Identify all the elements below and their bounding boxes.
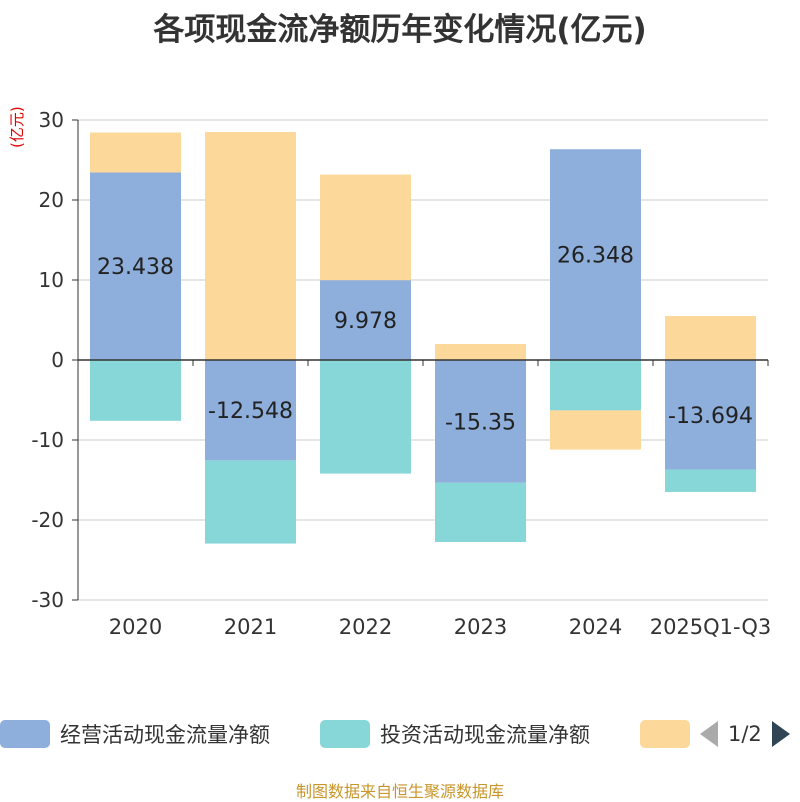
y-tick-label: -30 <box>31 588 64 612</box>
bar-2024-series-2 <box>550 410 641 450</box>
y-tick-label: 30 <box>39 108 64 132</box>
bar-2025Q1-Q3-series-2 <box>665 316 756 360</box>
bar-2024-series-1 <box>550 360 641 411</box>
bar-2024-series-0 <box>550 149 641 360</box>
legend-prev-arrow-icon[interactable] <box>700 721 718 747</box>
x-tick-label: 2022 <box>339 615 392 639</box>
bar-2023-series-0 <box>435 360 526 483</box>
x-tick-label: 2025Q1-Q3 <box>650 615 772 639</box>
bar-2023-series-2 <box>435 344 526 360</box>
legend-label-operating: 经营活动现金流量净额 <box>60 723 270 747</box>
data-label-2025Q1-Q3: -13.694 <box>668 404 753 429</box>
bar-2020-series-2 <box>90 132 181 173</box>
y-tick-label: 10 <box>39 268 64 292</box>
legend-item-operating[interactable]: 经营活动现金流量净额 <box>0 718 270 750</box>
legend-page-indicator: 1/2 <box>728 722 762 746</box>
y-tick-label: -10 <box>31 428 64 452</box>
bar-2025Q1-Q3-series-0 <box>665 360 756 470</box>
x-tick-label: 2023 <box>454 615 507 639</box>
legend-item-financing[interactable] <box>640 718 690 750</box>
x-tick-label: 2024 <box>569 615 622 639</box>
data-source-note: 制图数据来自恒生聚源数据库 <box>295 782 504 801</box>
legend-swatch-financing <box>640 720 690 748</box>
x-tick-label: 2020 <box>109 615 162 639</box>
legend-item-investing[interactable]: 投资活动现金流量净额 <box>320 718 590 750</box>
data-label-2021: -12.548 <box>208 399 293 424</box>
bar-2021-series-2 <box>205 132 296 360</box>
legend-swatch-operating <box>0 720 50 748</box>
bar-2022-series-0 <box>320 280 411 360</box>
legend-swatch-investing <box>320 720 370 748</box>
bar-2023-series-1 <box>435 482 526 542</box>
chart-area: 30 20 10 0 -10 -20 -30 2020 2021 2022 2023 2024 2025… <box>31 108 772 639</box>
data-label-2023: -15.35 <box>445 410 516 435</box>
bar-2020-series-0 <box>90 172 181 360</box>
bar-2022-series-1 <box>320 360 411 474</box>
x-tick-label: 2021 <box>224 615 277 639</box>
bar-2021-series-1 <box>205 460 296 544</box>
data-label-2020: 23.438 <box>97 255 174 280</box>
bar-2025Q1-Q3-series-1 <box>665 469 756 492</box>
bar-2020-series-1 <box>90 360 181 421</box>
data-label-2022: 9.978 <box>334 309 397 334</box>
chart-title: 各项现金流净额历年变化情况(亿元) <box>153 12 647 48</box>
legend-label-investing: 投资活动现金流量净额 <box>380 723 590 747</box>
legend-next-arrow-icon[interactable] <box>771 721 790 747</box>
legend-pager: 1/2 <box>700 718 790 750</box>
y-tick-label: 20 <box>39 188 64 212</box>
data-label-2024: 26.348 <box>557 244 634 269</box>
bar-2021-series-0 <box>205 360 296 461</box>
y-tick-label: -20 <box>31 508 64 532</box>
y-tick-label: 0 <box>51 348 64 372</box>
legend: 经营活动现金流量净额 投资活动现金流量净额 1/2 <box>0 712 800 756</box>
bar-2022-series-2 <box>320 174 411 281</box>
